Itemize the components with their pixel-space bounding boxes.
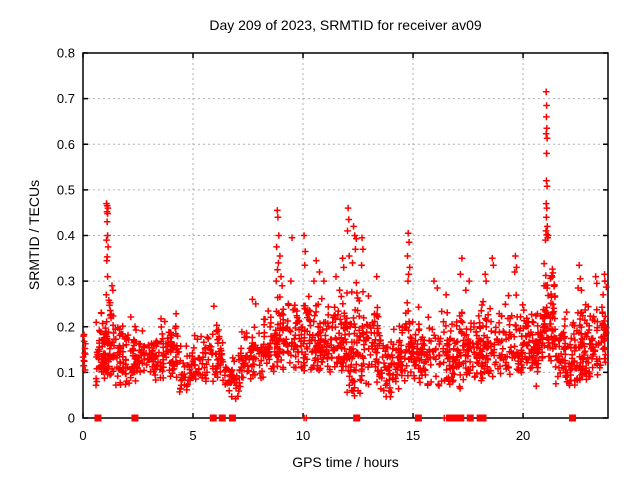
y-tick-label: 0.3 <box>57 274 75 289</box>
zero-marker <box>479 414 487 422</box>
y-tick-label: 0.8 <box>57 46 75 61</box>
x-tick-label: 15 <box>406 428 420 443</box>
zero-marker <box>466 414 474 422</box>
x-tick-label: 0 <box>79 428 86 443</box>
y-tick-label: 0.1 <box>57 365 75 380</box>
zero-marker <box>228 414 236 422</box>
y-axis-label: SRMTID / TECUs <box>26 179 42 291</box>
x-tick-label: 5 <box>189 428 196 443</box>
y-tick-label: 0.5 <box>57 182 75 197</box>
y-tick-label: 0 <box>68 411 75 426</box>
x-tick-label: 20 <box>516 428 530 443</box>
zero-marker <box>131 414 139 422</box>
y-tick-label: 0.4 <box>57 228 75 243</box>
zero-marker <box>446 414 454 422</box>
y-tick-label: 0.2 <box>57 319 75 334</box>
zero-marker <box>209 414 217 422</box>
zero-marker <box>353 414 361 422</box>
zero-marker <box>450 414 458 422</box>
x-tick-label: 10 <box>296 428 310 443</box>
x-axis-label: GPS time / hours <box>292 454 399 470</box>
scatter-points <box>79 88 610 422</box>
zero-marker <box>218 414 226 422</box>
zero-marker <box>569 414 577 422</box>
zero-marker <box>457 414 465 422</box>
zero-marker <box>414 414 422 422</box>
y-tick-label: 0.7 <box>57 91 75 106</box>
zero-marker <box>94 414 102 422</box>
y-tick-label: 0.6 <box>57 137 75 152</box>
chart-title: Day 209 of 2023, SRMTID for receiver av0… <box>209 17 482 33</box>
